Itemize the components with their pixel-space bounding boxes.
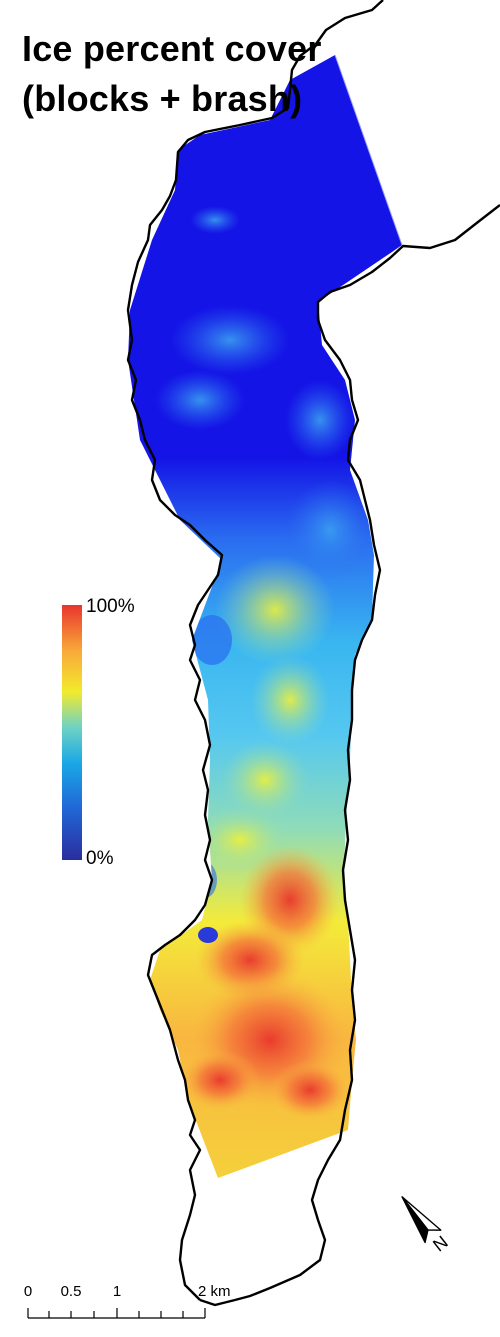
scale-label-1: 1	[112, 1283, 122, 1300]
scale-label-2km: 2 km	[198, 1283, 231, 1300]
scale-label-0: 0	[23, 1283, 33, 1300]
scale-bar	[27, 1308, 206, 1319]
map-title-line-1: Ice percent cover	[22, 28, 322, 69]
coverage-edge	[334, 54, 403, 246]
scale-label-0-5: 0.5	[60, 1283, 82, 1300]
north-arrow-icon	[401, 1196, 442, 1244]
legend-colorbar	[62, 605, 82, 860]
west-shoreline	[126, 0, 384, 1301]
east-shoreline	[234, 204, 500, 1302]
map-title-line-2: (blocks + brash)	[22, 78, 303, 119]
ice-cover-field	[128, 55, 402, 1178]
legend-max-label: 100%	[86, 596, 135, 617]
legend-min-label: 0%	[86, 848, 114, 869]
north-arrow-label: N	[429, 1232, 452, 1256]
south-shoreline	[199, 1298, 236, 1307]
shoreline	[126, 0, 500, 1307]
map-title: Ice percent cover (blocks + brash)	[22, 24, 362, 124]
